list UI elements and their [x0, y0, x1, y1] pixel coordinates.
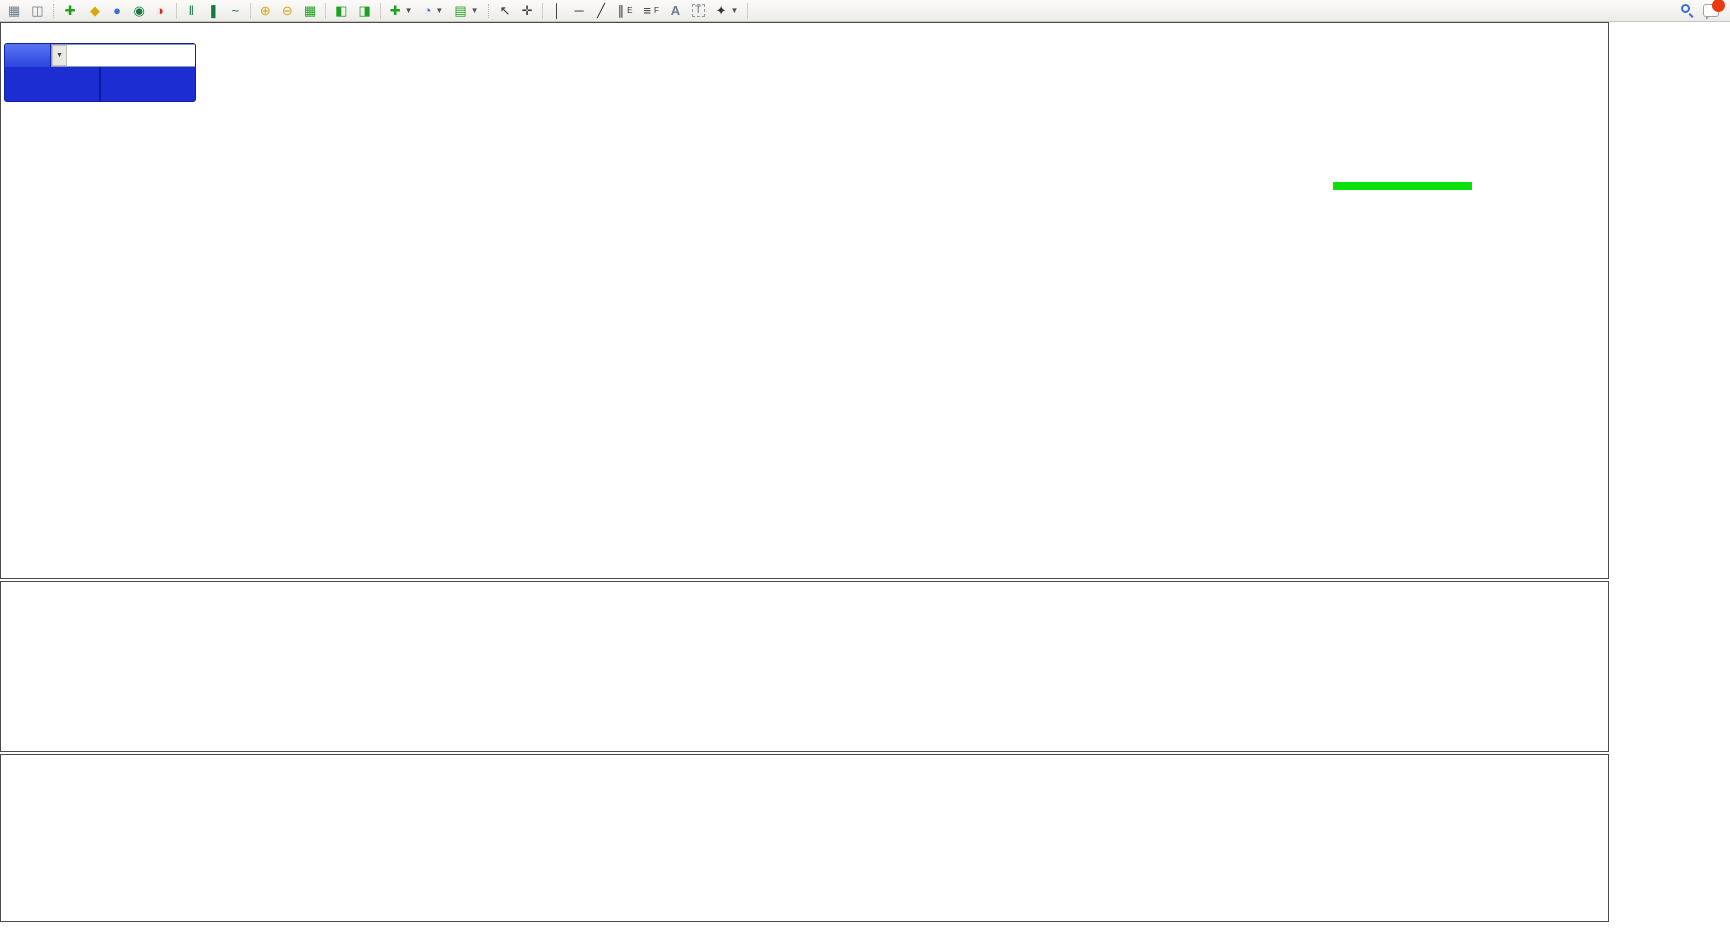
zoom-in-button[interactable]: ⊕	[255, 1, 276, 20]
chart-profile-icon: ◫	[31, 3, 44, 18]
toolbar-grip	[487, 3, 491, 18]
new-order-icon: ✚	[64, 3, 76, 18]
indicators-dropdown[interactable]: ▤ ▼	[449, 1, 483, 20]
chart-shift-icon: ◧	[335, 3, 348, 18]
toolbar-separator	[541, 2, 543, 19]
volume-input[interactable]	[67, 45, 195, 66]
toolbar-separator	[379, 2, 381, 19]
caret-down-icon: ▼	[470, 6, 479, 15]
new-order-button[interactable]: ✚	[60, 1, 84, 20]
bar-chart-button[interactable]: ‖	[181, 1, 202, 20]
autotrading-icon: ◑	[155, 3, 164, 18]
auto-scroll-button[interactable]: ◨	[353, 1, 375, 20]
caret-down-icon: ▼	[404, 6, 413, 15]
volume-decrease-button[interactable]: ▼	[52, 45, 67, 66]
notification-badge	[1712, 0, 1725, 12]
community-icon: ●	[113, 3, 121, 18]
order-plus-icon: ✚	[389, 3, 401, 18]
chart-window-icon: ▦	[8, 3, 21, 18]
buy-price[interactable]	[101, 67, 195, 101]
channel-button[interactable]: ∥ E	[617, 3, 633, 18]
search-icon[interactable]	[1681, 3, 1695, 18]
text-icon: A	[670, 3, 681, 18]
new-chart-button[interactable]: ▦	[3, 1, 25, 20]
one-click-trading-widget: ▼ ▲	[4, 43, 196, 102]
vertical-line-button[interactable]: │	[547, 1, 568, 20]
arrows-dropdown[interactable]: ✦ ▼	[711, 1, 744, 20]
tile-windows-icon: ▦	[303, 3, 317, 18]
community-button[interactable]: ●	[107, 1, 128, 20]
shapes-icon: ✦	[715, 3, 727, 18]
zoom-out-icon: ⊖	[281, 3, 293, 18]
signals-icon: ◉	[133, 3, 145, 18]
clock-icon: ◔	[423, 3, 432, 18]
bar-chart-icon: ‖	[188, 3, 195, 18]
fibonacci-icon: ≡	[643, 3, 651, 18]
sell-price[interactable]	[5, 67, 101, 101]
candlestick-icon: ❚	[207, 3, 219, 18]
vertical-line-icon: │	[553, 3, 562, 18]
chat-notifications-icon[interactable]	[1703, 0, 1725, 20]
toolbar-grip	[52, 3, 56, 18]
caret-down-icon: ▼	[730, 6, 739, 15]
tile-windows-button[interactable]: ▦	[299, 1, 321, 20]
date-axis	[0, 922, 1730, 942]
indicators-icon: ▤	[454, 3, 467, 18]
zoom-in-icon: ⊕	[259, 3, 271, 18]
trendline-button[interactable]: ╱	[591, 1, 612, 20]
fibonacci-button[interactable]: ≡ F	[643, 3, 659, 18]
new-order-dropdown[interactable]: ✚ ▼	[385, 1, 418, 20]
candlestick-button[interactable]: ❚	[203, 1, 224, 20]
chart-shift-button[interactable]: ◧	[330, 1, 352, 20]
cursor-icon: ↖	[499, 3, 511, 18]
metaquotes-button[interactable]: ◆	[85, 1, 106, 20]
auto-scroll-icon: ◨	[358, 3, 371, 18]
text-label-button[interactable]: T	[687, 1, 710, 20]
top-toolbar: ▦ ◫ ✚ ◆ ● ◉ ◑ ‖ ❚ ~ ⊕ ⊖ ▦ ◧ ◨ ✚ ▼ ◔ ▼ ▤ ▼ ↖…	[0, 0, 1730, 22]
signals-button[interactable]: ◉	[129, 1, 150, 20]
crosshair-icon: ✛	[521, 3, 533, 18]
trendline-icon: ╱	[597, 3, 605, 18]
text-button[interactable]: A	[665, 1, 686, 20]
horizontal-line-button[interactable]: ─	[569, 1, 590, 20]
volume-stepper: ▼ ▲	[51, 44, 195, 67]
sell-button[interactable]	[5, 44, 51, 67]
line-chart-button[interactable]: ~	[225, 1, 246, 20]
toolbar-separator	[325, 2, 327, 19]
text-label-icon: T	[691, 4, 705, 17]
crosshair-button[interactable]: ✛	[517, 1, 538, 20]
autotrading-button[interactable]: ◑	[151, 1, 172, 20]
caret-down-icon: ▼	[435, 6, 444, 15]
zoom-out-button[interactable]: ⊖	[277, 1, 298, 20]
profiles-button[interactable]: ◫	[26, 1, 48, 20]
horizontal-line-icon: ─	[574, 3, 584, 18]
equidistant-channel-icon: ∥	[617, 3, 625, 18]
cursor-button[interactable]: ↖	[495, 1, 516, 20]
toolbar-right-group	[1681, 0, 1727, 20]
toolbar-separator	[175, 2, 177, 19]
support-zone-line[interactable]	[1333, 182, 1472, 190]
period-dropdown[interactable]: ◔ ▼	[419, 1, 449, 20]
line-chart-icon: ~	[231, 3, 240, 18]
toolbar-separator	[747, 2, 749, 19]
metaquotes-icon: ◆	[90, 3, 100, 18]
toolbar-separator	[249, 2, 251, 19]
